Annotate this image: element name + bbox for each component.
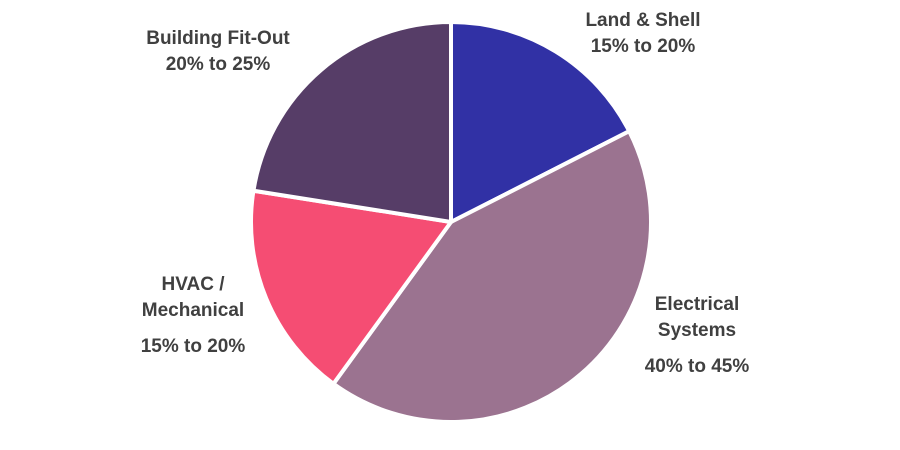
slice-range-text: 15% to 20% <box>141 336 246 357</box>
pie-labels: Land & Shell 15% to 20% Electrical Systems 4… <box>141 10 750 377</box>
slice-label-1: Land & Shell 15% to 20% <box>585 10 700 57</box>
pie-slice-4 <box>251 20 453 224</box>
slice-range-text: 20% to 25% <box>166 54 271 75</box>
slice-label-line: HVAC / <box>162 274 226 295</box>
pie-slice-2 <box>331 129 653 424</box>
slice-label-line: Systems <box>658 320 736 341</box>
slice-label-3: HVAC / Mechanical 15% to 20% <box>141 274 246 357</box>
slice-range-text: 40% to 45% <box>645 356 750 377</box>
pie-slices <box>249 20 653 424</box>
slice-label-line: Mechanical <box>142 300 244 321</box>
slice-range-text: 15% to 20% <box>591 36 696 57</box>
pie-slice-1 <box>449 20 632 224</box>
slice-label-2: Electrical Systems 40% to 45% <box>645 294 750 377</box>
slice-label-line: Electrical <box>655 294 740 315</box>
slice-label-line: Building Fit-Out <box>146 28 290 49</box>
slice-label-4: Building Fit-Out 20% to 25% <box>146 28 290 75</box>
pie-slice-3 <box>249 188 453 386</box>
slice-label-line: Land & Shell <box>585 10 700 31</box>
